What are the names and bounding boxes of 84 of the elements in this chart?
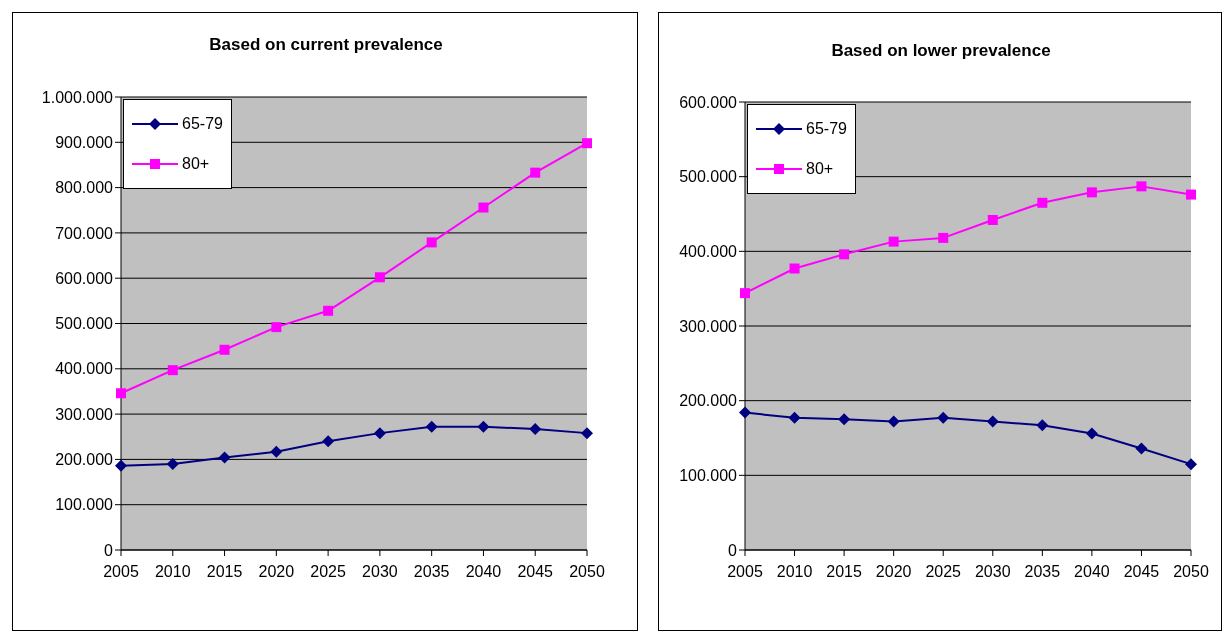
x-tick-label: 2010	[776, 563, 813, 581]
y-tick-label: 900.000	[55, 133, 114, 151]
point	[1135, 442, 1148, 455]
point	[477, 420, 490, 433]
point	[1086, 187, 1097, 198]
legend-label: 80+	[806, 160, 834, 178]
x-tick-label: 2035	[413, 563, 450, 581]
point	[739, 406, 751, 419]
chart-title: Based on current prevalence	[208, 35, 444, 55]
point	[740, 288, 750, 299]
point	[167, 365, 178, 376]
x-tick-label: 2020	[875, 563, 912, 581]
point	[789, 263, 800, 274]
y-tick-label: 600.000	[55, 269, 114, 287]
point	[788, 411, 801, 424]
y-tick-label: 400.000	[679, 243, 738, 261]
x-tick-label: 2050	[1173, 563, 1209, 581]
y-tick-label: 100.000	[55, 496, 114, 514]
point	[938, 232, 949, 243]
point	[219, 344, 230, 355]
point	[888, 236, 899, 247]
point	[323, 305, 334, 316]
point	[530, 167, 541, 178]
point	[478, 202, 489, 213]
y-tick-label: 700.000	[55, 224, 114, 242]
x-tick-label: 2040	[465, 563, 502, 581]
y-tick-label: 200.000	[679, 392, 738, 410]
point	[838, 413, 851, 426]
y-tick-label: 300.000	[679, 317, 738, 335]
point	[1036, 419, 1049, 432]
y-tick-label: 600.000	[679, 93, 738, 111]
point	[115, 459, 127, 472]
legend-label: 65-79	[182, 115, 223, 133]
x-tick-label: 2015	[206, 563, 243, 581]
x-tick-label: 2015	[826, 563, 863, 581]
y-tick-label: 1.000.000	[41, 88, 114, 106]
point	[1085, 427, 1098, 440]
point	[937, 411, 950, 424]
point	[166, 457, 179, 470]
x-tick-label: 2040	[1074, 563, 1110, 581]
y-tick-label: 100.000	[679, 467, 738, 485]
y-tick-label: 0	[728, 541, 738, 559]
x-tick-label: 2035	[1024, 563, 1061, 581]
x-tick-label: 2045	[517, 563, 554, 581]
point	[1136, 181, 1147, 192]
x-tick-label: 2050	[569, 563, 605, 581]
point	[1185, 458, 1197, 471]
x-tick-label: 2005	[103, 563, 139, 581]
x-tick-label: 2010	[154, 563, 191, 581]
x-tick-label: 2005	[727, 563, 763, 581]
x-tick-label: 2030	[974, 563, 1011, 581]
legend-label: 65-79	[806, 120, 847, 138]
x-tick-label: 2025	[310, 563, 347, 581]
point	[116, 388, 126, 399]
chart-title: Based on lower prevalence	[830, 41, 1052, 61]
point	[426, 237, 437, 248]
point	[1037, 197, 1048, 208]
point	[322, 435, 335, 448]
x-tick-label: 2030	[362, 563, 398, 581]
y-tick-label: 400.000	[55, 360, 114, 378]
point	[374, 272, 385, 283]
y-tick-label: 800.000	[55, 179, 114, 197]
legend-label: 80+	[182, 155, 210, 173]
x-tick-label: 2020	[258, 563, 295, 581]
y-tick-label: 500.000	[679, 168, 738, 186]
point	[887, 415, 900, 428]
point	[271, 322, 282, 333]
point	[425, 420, 438, 433]
point	[1186, 189, 1196, 200]
point	[218, 451, 231, 464]
y-tick-label: 300.000	[55, 405, 114, 423]
point	[529, 423, 542, 436]
x-tick-label: 2045	[1123, 563, 1160, 581]
y-tick-label: 0	[104, 541, 114, 559]
point	[582, 138, 592, 149]
point	[373, 427, 386, 440]
point	[581, 427, 593, 440]
point	[987, 214, 998, 225]
point	[270, 445, 283, 458]
y-tick-label: 500.000	[55, 315, 114, 333]
y-tick-label: 200.000	[55, 451, 114, 469]
point	[986, 415, 999, 428]
point	[839, 249, 850, 260]
x-tick-label: 2025	[925, 563, 962, 581]
